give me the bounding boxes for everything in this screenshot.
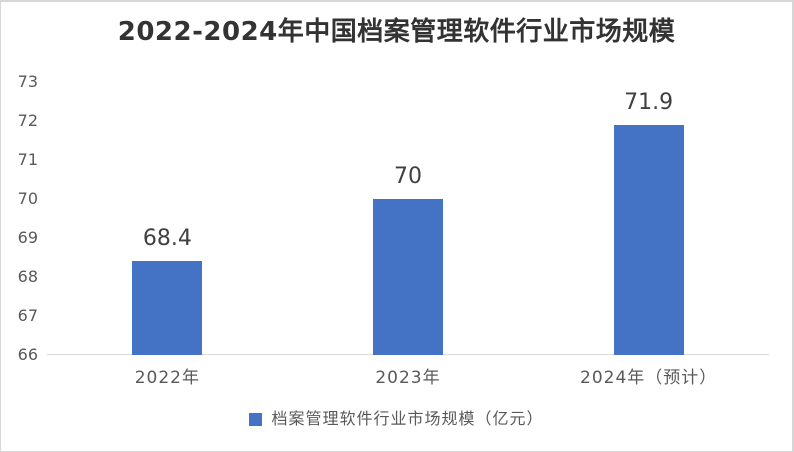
y-tick-label: 70	[17, 189, 38, 208]
bar	[613, 124, 684, 355]
x-tick-label: 2022年	[134, 368, 200, 388]
y-tick-label: 73	[17, 72, 38, 91]
bar-value-label: 71.9	[624, 89, 674, 115]
y-tick-label: 71	[17, 150, 38, 169]
y-tick-label: 72	[17, 111, 38, 130]
y-tick-label: 67	[17, 306, 38, 325]
bar	[132, 261, 203, 355]
y-tick-label: 66	[17, 345, 38, 364]
bar-value-label: 68.4	[142, 226, 192, 252]
bar-value-label: 70	[394, 164, 422, 189]
legend: 档案管理软件行业市场规模（亿元）	[1, 409, 792, 429]
bar	[373, 199, 443, 355]
plot-area: 73 72 71 70 69 68 67 66 68.4 70 71.9	[18, 72, 769, 364]
y-tick-label: 69	[17, 228, 38, 247]
chart-title: 2022-2024年中国档案管理软件行业市场规模	[117, 17, 676, 47]
y-tick-label: 68	[17, 267, 38, 286]
legend-marker-icon	[249, 412, 263, 426]
x-tick-label: 2023年	[375, 368, 441, 388]
legend-label: 档案管理软件行业市场规模（亿元）	[271, 409, 544, 428]
x-tick-label: 2024年（预计）	[580, 368, 718, 388]
